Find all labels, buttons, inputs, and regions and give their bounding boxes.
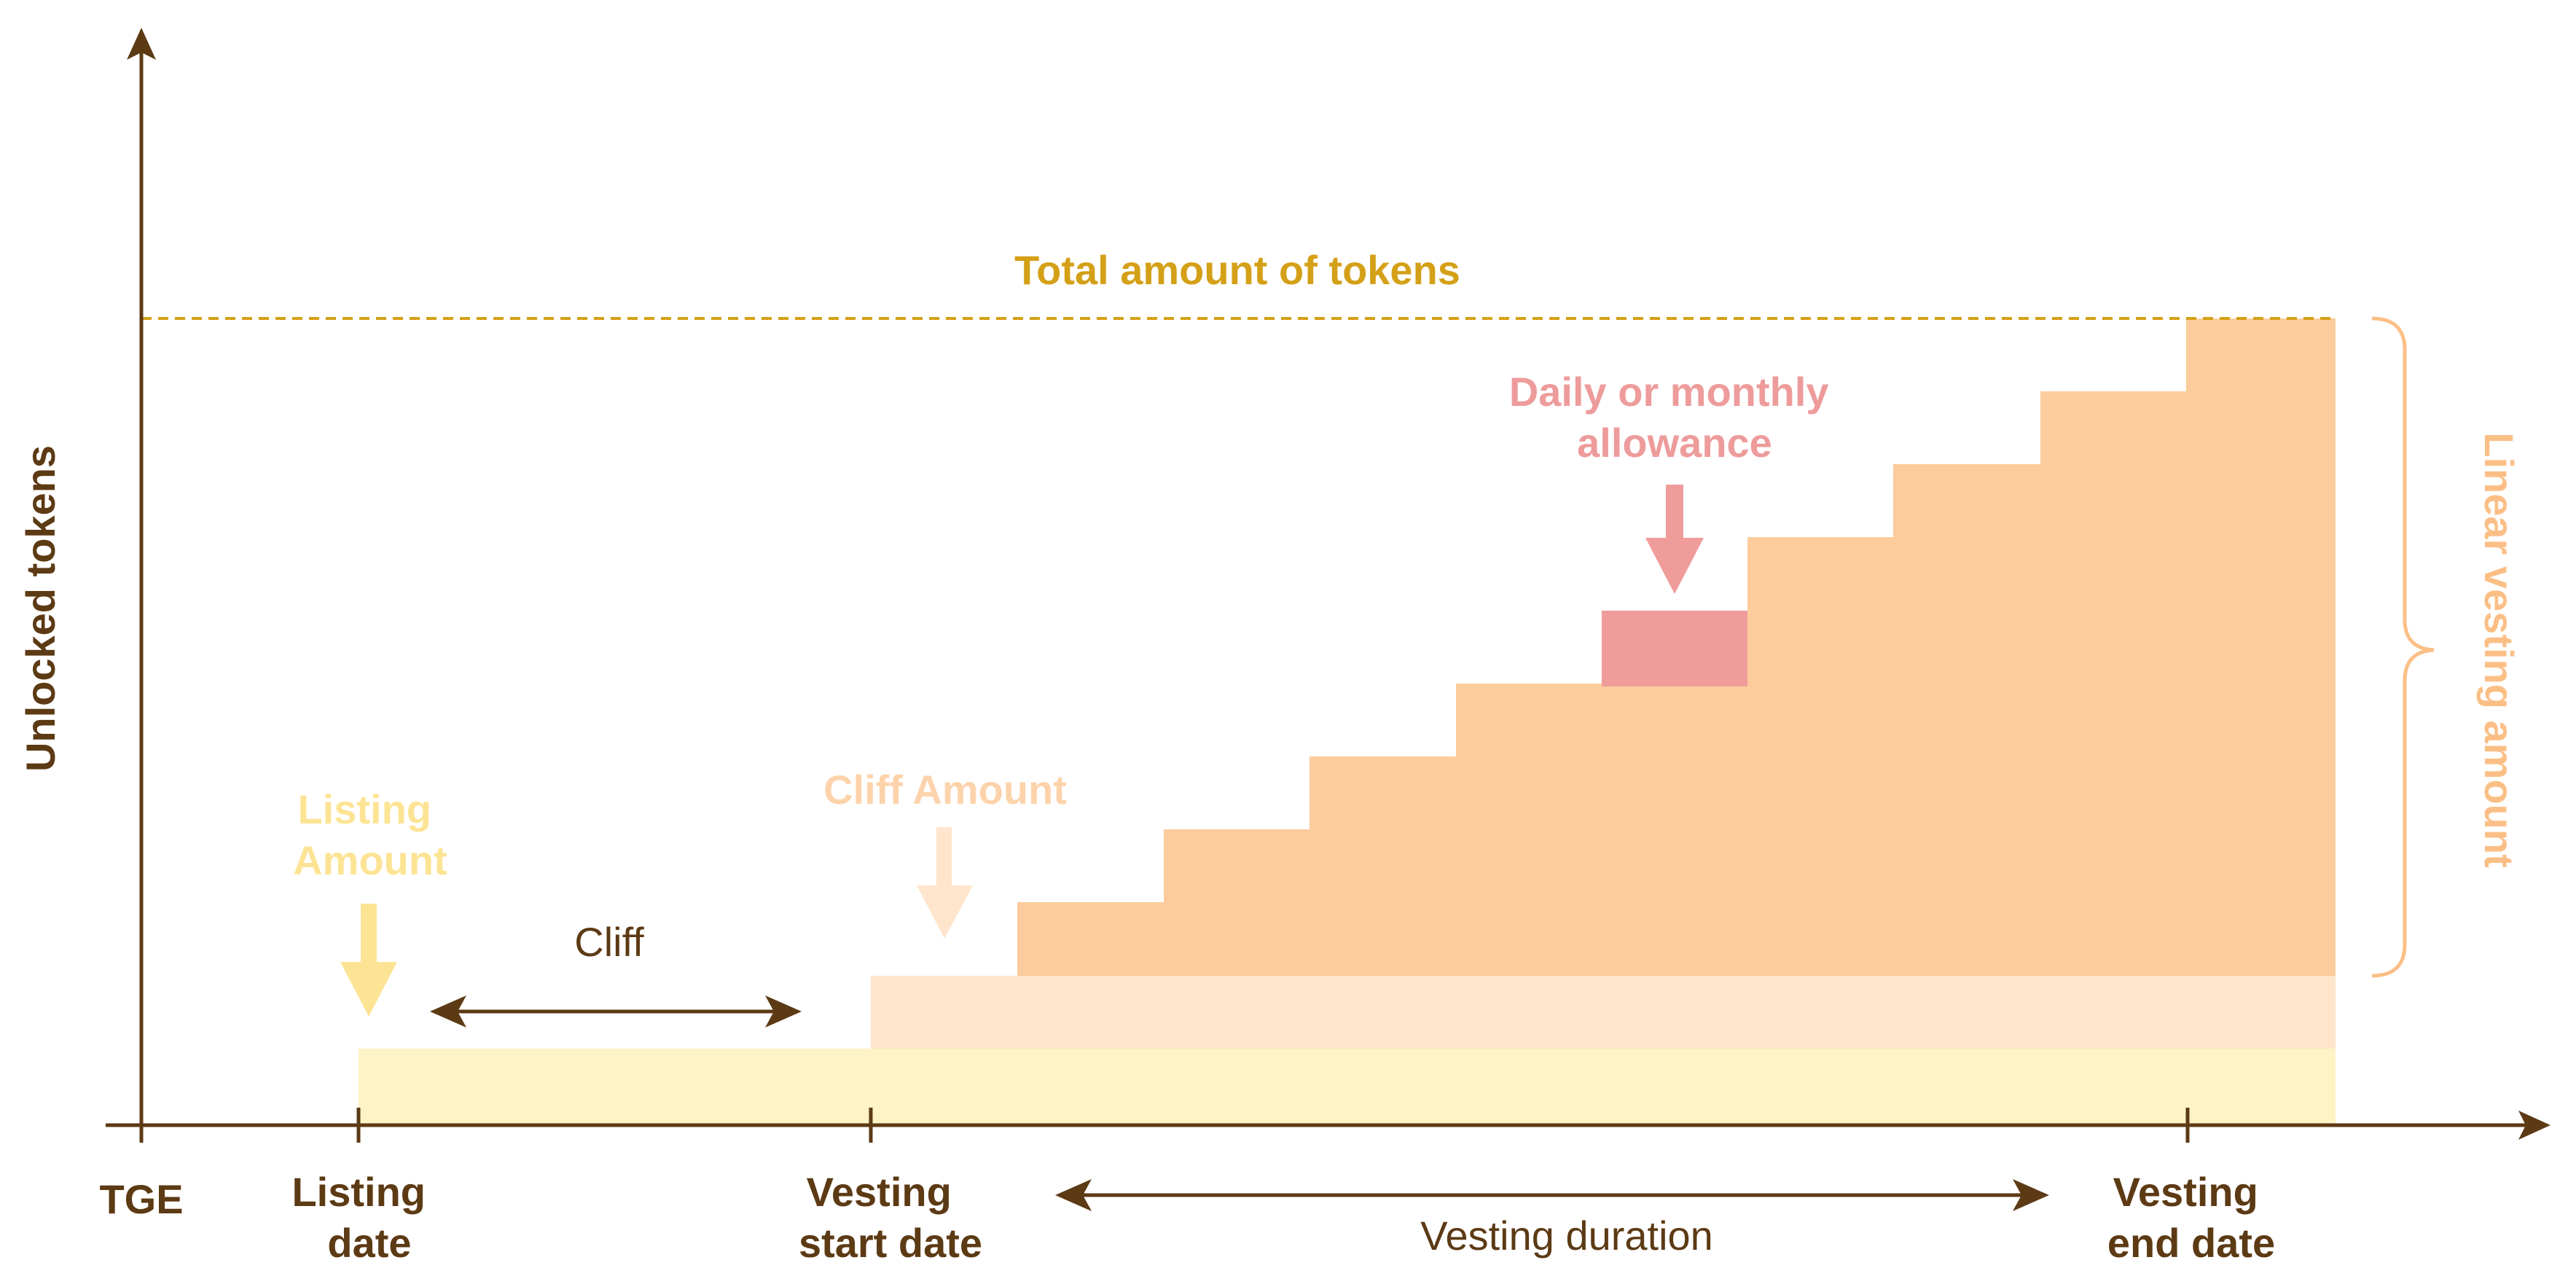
cliff-label: Cliff <box>574 919 644 965</box>
allowance-line-2: allowance <box>1577 420 1772 466</box>
x-axis-arrowhead <box>2518 1111 2550 1140</box>
total-amount-label: Total amount of tokens <box>1014 247 1460 293</box>
cliff-span-arrow-right-head <box>765 995 802 1028</box>
vesting-start-line-1: Vesting <box>807 1169 952 1215</box>
listing-amount-band <box>359 1049 2336 1124</box>
tge-label: TGE <box>99 1176 183 1222</box>
vesting-end-line-2: end date <box>2107 1220 2275 1266</box>
listing-amount-line-2: Amount <box>293 837 447 883</box>
allowance-label: Daily or monthly allowance <box>1509 369 1840 466</box>
listing-amount-label: Listing Amount <box>293 786 447 883</box>
listing-amount-arrow <box>340 904 397 1017</box>
listing-date-line-2: date <box>327 1220 411 1266</box>
cliff-amount-band <box>871 976 2336 1049</box>
y-axis <box>127 28 156 1143</box>
cliff-span-arrow-left-head <box>430 995 466 1028</box>
vesting-duration-label: Vesting duration <box>1420 1213 1713 1259</box>
cliff-amount-label: Cliff Amount <box>823 767 1067 813</box>
vesting-start-line-2: start date <box>799 1220 982 1266</box>
y-axis-arrowhead <box>127 28 156 60</box>
listing-date-label: Listing date <box>291 1169 436 1266</box>
vesting-end-date-label: Vesting end date <box>2107 1169 2275 1266</box>
linear-vesting-brace <box>2371 316 2435 978</box>
allowance-arrow <box>1645 485 1704 594</box>
linear-vesting-label: Linear vesting amount <box>2476 432 2522 867</box>
cliff-amount-arrow <box>917 827 973 939</box>
y-axis-label: Unlocked tokens <box>17 445 63 772</box>
vesting-end-line-1: Vesting <box>2113 1169 2258 1215</box>
x-axis <box>106 1108 2550 1143</box>
allowance-block <box>1602 611 1747 686</box>
listing-amount-line-1: Listing <box>297 786 431 832</box>
allowance-line-1: Daily or monthly <box>1509 369 1829 415</box>
listing-date-line-1: Listing <box>291 1169 426 1215</box>
vesting-duration-arrow-right-head <box>2013 1179 2049 1211</box>
vesting-start-date-label: Vesting start date <box>799 1169 982 1266</box>
vesting-duration-arrow-left-head <box>1055 1179 1092 1211</box>
